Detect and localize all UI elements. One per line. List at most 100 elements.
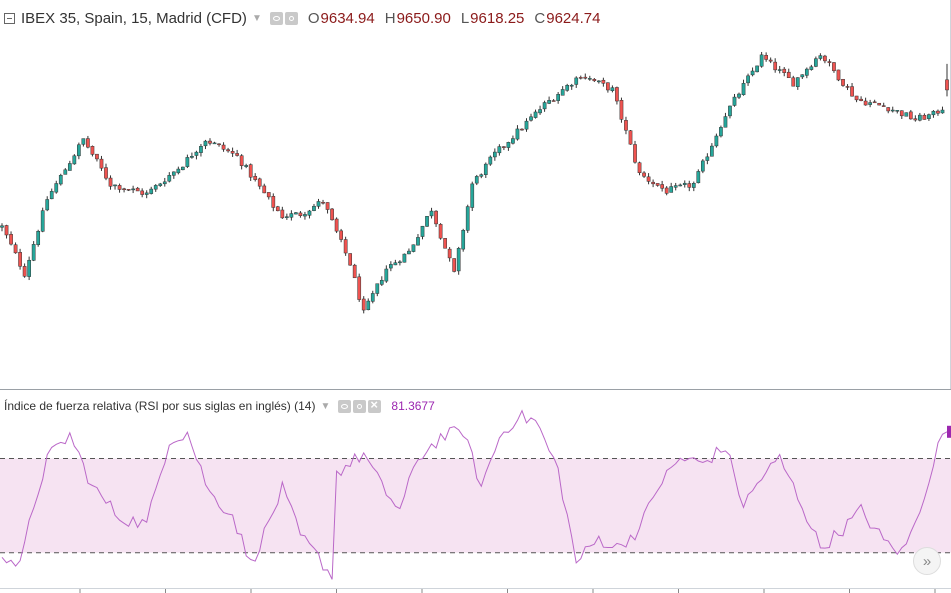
- candle[interactable]: [673, 182, 678, 191]
- candle[interactable]: [664, 186, 669, 196]
- candle[interactable]: [768, 57, 773, 64]
- candle[interactable]: [352, 263, 357, 279]
- candle[interactable]: [845, 84, 850, 91]
- candle[interactable]: [899, 110, 904, 119]
- candle[interactable]: [474, 174, 479, 186]
- candle[interactable]: [922, 113, 927, 120]
- candle[interactable]: [479, 173, 484, 179]
- candle[interactable]: [741, 79, 746, 96]
- candle[interactable]: [918, 112, 922, 122]
- candle[interactable]: [700, 159, 705, 174]
- candle[interactable]: [348, 253, 353, 266]
- candle[interactable]: [0, 223, 4, 232]
- candle[interactable]: [253, 173, 258, 182]
- candle[interactable]: [181, 166, 185, 171]
- candle[interactable]: [434, 210, 438, 227]
- candle[interactable]: [194, 150, 199, 160]
- candle[interactable]: [755, 65, 759, 73]
- candle[interactable]: [108, 175, 113, 190]
- candle[interactable]: [425, 216, 429, 227]
- candle[interactable]: [429, 207, 434, 219]
- candle[interactable]: [678, 183, 683, 187]
- candle[interactable]: [67, 160, 72, 171]
- symbol-title[interactable]: IBEX 35, Spain, 15, Madrid (CFD): [21, 9, 247, 27]
- rsi-title[interactable]: Índice de fuerza relativa (RSI por sus s…: [4, 399, 316, 413]
- candle[interactable]: [99, 155, 104, 171]
- candle[interactable]: [465, 204, 470, 233]
- candle[interactable]: [931, 110, 936, 118]
- candle[interactable]: [705, 153, 710, 165]
- candle[interactable]: [633, 140, 637, 164]
- candle[interactable]: [615, 86, 619, 105]
- candle[interactable]: [696, 169, 701, 184]
- candle[interactable]: [601, 77, 606, 87]
- candle[interactable]: [800, 74, 805, 79]
- candle[interactable]: [456, 246, 461, 275]
- candle[interactable]: [393, 259, 398, 266]
- candle[interactable]: [732, 93, 737, 107]
- collapse-legend-icon[interactable]: [4, 12, 15, 24]
- candle[interactable]: [746, 73, 750, 86]
- close-icon[interactable]: [368, 397, 382, 413]
- candle[interactable]: [592, 77, 597, 83]
- rsi-pane[interactable]: [0, 409, 951, 580]
- candle[interactable]: [370, 290, 375, 304]
- candle[interactable]: [113, 184, 117, 190]
- candle[interactable]: [868, 99, 872, 108]
- candle[interactable]: [624, 116, 628, 135]
- candle[interactable]: [492, 148, 497, 161]
- candle[interactable]: [303, 211, 307, 220]
- candle[interactable]: [185, 154, 190, 169]
- candle[interactable]: [777, 65, 782, 74]
- candle[interactable]: [131, 185, 135, 194]
- candle[interactable]: [54, 180, 59, 194]
- candle[interactable]: [669, 182, 674, 193]
- candle[interactable]: [538, 105, 542, 115]
- candle[interactable]: [872, 99, 877, 104]
- candle[interactable]: [506, 141, 511, 151]
- candle[interactable]: [786, 68, 791, 79]
- candle[interactable]: [483, 162, 488, 178]
- candle[interactable]: [239, 154, 244, 170]
- candle[interactable]: [832, 62, 836, 73]
- candle[interactable]: [886, 107, 891, 114]
- candle[interactable]: [881, 102, 886, 107]
- candle[interactable]: [691, 181, 696, 192]
- candle[interactable]: [343, 236, 348, 256]
- candle[interactable]: [583, 73, 588, 80]
- candle[interactable]: [759, 51, 764, 68]
- candle[interactable]: [420, 225, 425, 240]
- candle[interactable]: [294, 211, 298, 215]
- candle[interactable]: [203, 139, 208, 150]
- candle[interactable]: [655, 183, 660, 187]
- candle[interactable]: [95, 153, 99, 162]
- candle[interactable]: [520, 128, 524, 131]
- candle[interactable]: [804, 67, 809, 79]
- candle[interactable]: [162, 177, 167, 187]
- candle[interactable]: [9, 231, 13, 246]
- candle[interactable]: [13, 242, 18, 254]
- candle[interactable]: [361, 296, 366, 314]
- candle[interactable]: [72, 154, 77, 165]
- candle[interactable]: [63, 168, 68, 175]
- candle[interactable]: [737, 92, 741, 99]
- candle[interactable]: [461, 228, 466, 252]
- candle[interactable]: [502, 146, 506, 151]
- candle[interactable]: [212, 141, 217, 145]
- candle[interactable]: [402, 253, 407, 263]
- candle[interactable]: [217, 143, 221, 147]
- price-pane[interactable]: [0, 0, 951, 389]
- candle[interactable]: [289, 210, 294, 221]
- candle[interactable]: [153, 184, 158, 192]
- candle[interactable]: [158, 182, 163, 187]
- candle[interactable]: [606, 82, 610, 93]
- candle[interactable]: [27, 256, 31, 281]
- candle[interactable]: [895, 110, 900, 114]
- candle[interactable]: [45, 196, 50, 212]
- candle[interactable]: [126, 189, 131, 192]
- candle[interactable]: [171, 171, 176, 179]
- candle[interactable]: [551, 99, 556, 102]
- candle[interactable]: [104, 163, 108, 181]
- candle[interactable]: [836, 69, 841, 82]
- candle[interactable]: [316, 198, 321, 209]
